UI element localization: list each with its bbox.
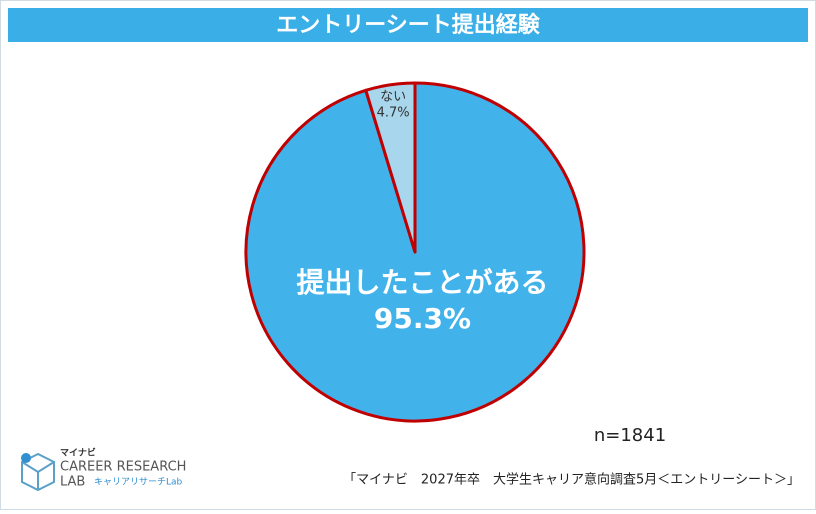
logo: マイナビ CAREER RESEARCH LAB キャリアリサーチLab — [21, 447, 186, 492]
logo-line1: CAREER RESEARCH — [60, 460, 186, 475]
slice-label: ない — [380, 89, 406, 104]
source: 「マイナビ 2027年卒 大学生キャリア意向調査5月＜エントリーシート＞」 — [343, 472, 800, 488]
logo-icon — [21, 452, 55, 492]
logo-line2: LAB — [60, 475, 85, 490]
slice-label: 提出したことがある — [296, 266, 548, 299]
sample-size: n=1841 — [594, 425, 666, 446]
title-bar — [8, 8, 808, 42]
chart-title: エントリーシート提出経験 — [276, 12, 541, 38]
logo-icon-lines — [21, 461, 55, 490]
logo-brand: マイナビ — [60, 447, 96, 459]
value-label: 4.7% — [377, 105, 410, 120]
pie-slice — [364, 81, 417, 254]
value-label: 95.3% — [374, 302, 471, 335]
logo-tagline: キャリアリサーチLab — [94, 477, 183, 488]
logo-dot — [21, 453, 31, 463]
